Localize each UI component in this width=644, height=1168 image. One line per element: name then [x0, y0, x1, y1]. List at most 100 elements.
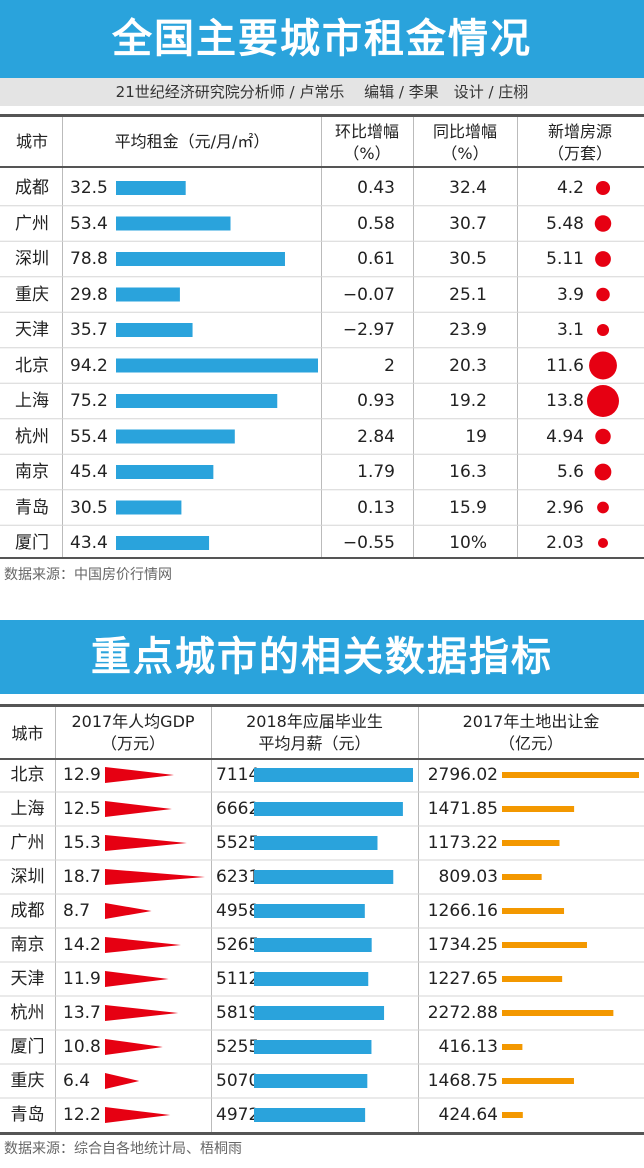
- city-cell: 重庆: [15, 284, 49, 305]
- city-cell: 天津: [10, 969, 45, 989]
- city-cell: 成都: [15, 178, 49, 198]
- gdp-triangle: [105, 1073, 140, 1089]
- salary-bar: [254, 938, 372, 952]
- yoy-value: 30.5: [449, 249, 487, 269]
- salary-bar: [254, 1074, 368, 1088]
- salary-bar: [254, 1006, 385, 1020]
- table2-divider: [211, 707, 212, 1132]
- header-mom-line1: 环比增幅: [334, 122, 399, 141]
- rent-value: 45.4: [70, 462, 108, 482]
- salary-value: 6662: [216, 799, 260, 819]
- supply-value: 4.94: [546, 426, 584, 447]
- land-value: 2272.88: [427, 1003, 498, 1023]
- city-cell: 广州: [10, 833, 45, 853]
- gdp-value: 13.7: [63, 1003, 101, 1023]
- land-bar: [502, 942, 587, 948]
- rent-bar: [116, 394, 278, 408]
- table1-top-rule: [0, 114, 644, 117]
- table2-header-rule: [0, 758, 644, 760]
- salary-value: 5255: [216, 1037, 260, 1057]
- land-value: 1173.22: [427, 833, 498, 853]
- mom-value: 2: [384, 355, 395, 376]
- table1-bottom-rule: [0, 557, 644, 559]
- gdp-triangle: [105, 869, 205, 885]
- rent-bar: [116, 429, 235, 444]
- table1-divider: [413, 117, 414, 557]
- yoy-value: 19.2: [449, 391, 487, 411]
- rent-bar: [116, 500, 182, 515]
- header-yoy-line2: （%）: [441, 144, 489, 163]
- yoy-value: 16.3: [449, 462, 487, 482]
- supply-value: 4.2: [556, 178, 584, 198]
- gdp-triangle: [105, 1005, 179, 1021]
- header2-gdp-line2: （万元）: [100, 734, 165, 753]
- gdp-triangle: [105, 767, 174, 783]
- salary-bar: [254, 1108, 366, 1122]
- supply-value: 2.03: [546, 533, 584, 553]
- rent-bar: [116, 181, 186, 195]
- gdp-value: 8.7: [63, 901, 91, 921]
- salary-bar: [254, 972, 369, 986]
- city-cell: 天津: [15, 320, 49, 340]
- supply-value: 5.6: [556, 462, 584, 482]
- city-cell: 厦门: [15, 533, 49, 553]
- mom-value: 1.79: [357, 462, 395, 482]
- city-cell: 深圳: [10, 867, 45, 887]
- supply-value: 3.1: [556, 320, 584, 340]
- indicators-table-title: 重点城市的相关数据指标: [0, 620, 644, 694]
- supply-dot: [597, 501, 609, 514]
- mom-value: −2.97: [342, 320, 395, 340]
- gdp-triangle: [105, 971, 169, 987]
- header2-land-line2: （亿元）: [498, 734, 563, 753]
- header-rent: 平均租金（元/月/㎡）: [114, 132, 270, 151]
- gdp-triangle: [105, 937, 181, 953]
- salary-value: 5265: [216, 935, 260, 955]
- salary-bar: [254, 768, 413, 782]
- header2-salary-line2: 平均月薪（元）: [258, 734, 371, 753]
- header-yoy-line1: 同比增幅: [432, 122, 497, 141]
- salary-bar: [254, 802, 403, 816]
- rent-table-title: 全国主要城市租金情况: [0, 0, 644, 78]
- land-value: 1734.25: [427, 935, 498, 955]
- rent-table-marks: [0, 180, 644, 550]
- supply-dot: [589, 351, 617, 380]
- gdp-triangle: [105, 903, 152, 919]
- land-bar: [502, 806, 575, 812]
- rent-bar: [116, 287, 180, 302]
- gdp-value: 12.2: [63, 1105, 101, 1125]
- table2-divider: [418, 707, 419, 1132]
- yoy-value: 10%: [449, 533, 487, 553]
- land-value: 1471.85: [427, 799, 498, 819]
- supply-dot: [595, 428, 611, 445]
- city-cell: 重庆: [10, 1071, 45, 1091]
- header-city: 城市: [15, 132, 48, 151]
- gdp-triangle: [105, 801, 172, 817]
- header2-gdp-line1: 2017年人均GDP: [71, 712, 195, 731]
- table1-divider: [321, 117, 322, 557]
- rent-value: 55.4: [70, 426, 108, 447]
- salary-bar: [254, 870, 394, 884]
- land-value: 1227.65: [427, 969, 498, 989]
- rent-bar: [116, 252, 285, 266]
- gdp-triangle: [105, 835, 187, 851]
- land-value: 809.03: [438, 867, 498, 887]
- supply-value: 5.48: [546, 213, 584, 234]
- land-bar: [502, 1112, 523, 1118]
- yoy-value: 25.1: [449, 284, 487, 305]
- supply-dot: [596, 287, 610, 302]
- city-cell: 深圳: [15, 249, 49, 269]
- city-cell: 南京: [10, 935, 45, 955]
- gdp-value: 12.5: [63, 799, 101, 819]
- mom-value: 0.58: [357, 213, 395, 234]
- land-bar: [502, 874, 542, 880]
- gdp-value: 10.8: [63, 1037, 101, 1057]
- yoy-value: 23.9: [449, 320, 487, 340]
- gdp-value: 14.2: [63, 935, 101, 955]
- salary-value: 5819: [216, 1003, 260, 1023]
- mom-value: 2.84: [357, 426, 395, 447]
- header2-salary-line1: 2018年应届毕业生: [246, 712, 383, 731]
- rent-value: 30.5: [70, 497, 108, 518]
- gdp-value: 15.3: [63, 833, 101, 853]
- header2-land: 2017年土地出让金 （亿元）: [419, 711, 643, 755]
- credit-line: 21世纪经济研究院分析师 / 卢常乐 编辑 / 李果 设计 / 庄栩: [0, 78, 644, 106]
